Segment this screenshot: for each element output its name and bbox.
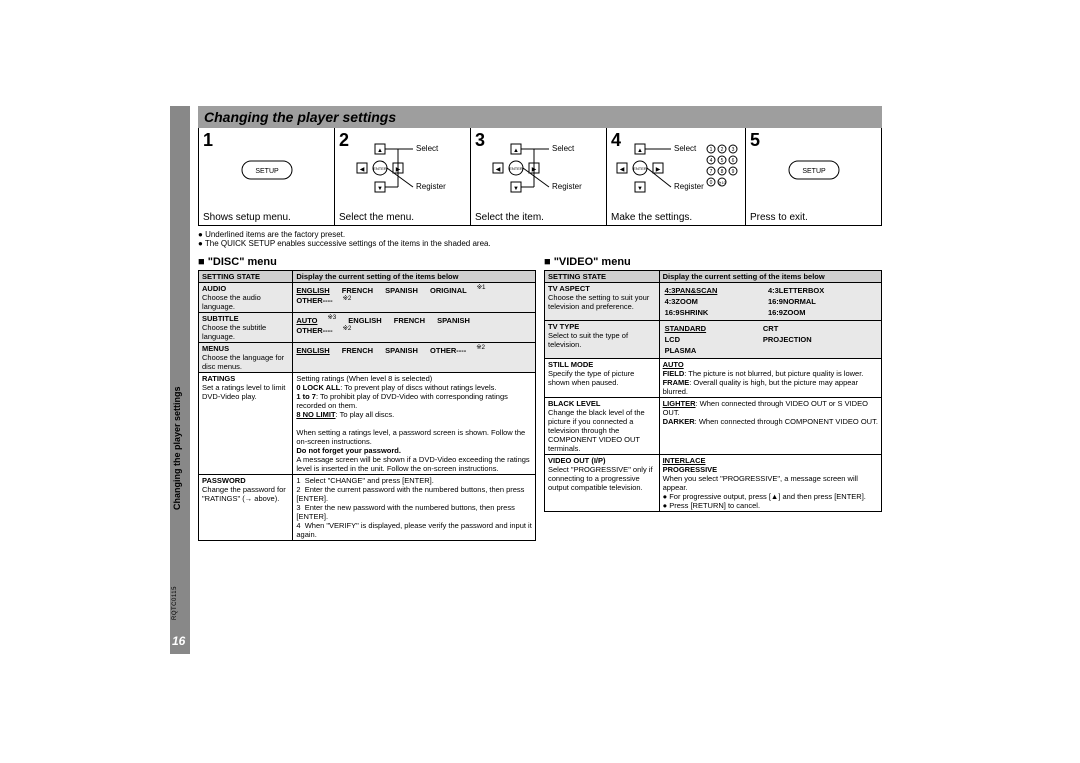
disc-settings-table: SETTING STATE Display the current settin…: [198, 270, 536, 541]
svg-text:Select: Select: [552, 144, 575, 153]
svg-text:2: 2: [721, 147, 724, 153]
svg-text:4: 4: [710, 158, 713, 164]
svg-text:ENTER: ENTER: [373, 166, 387, 171]
step-2: 2 ▲ ▼ ◀ ▶ ENTER Select Register Select t…: [335, 128, 471, 225]
svg-text:▲: ▲: [513, 148, 519, 154]
svg-text:7: 7: [710, 169, 713, 175]
video-menu-column: "VIDEO" menu SETTING STATE Display the c…: [544, 256, 882, 541]
video-settings-table: SETTING STATE Display the current settin…: [544, 270, 882, 512]
main-title: Changing the player settings: [204, 109, 396, 125]
svg-text:SETUP: SETUP: [255, 168, 279, 175]
step-num: 3: [475, 130, 485, 151]
svg-text:◀: ◀: [495, 167, 500, 173]
step-caption: Select the menu.: [339, 212, 466, 223]
step-5: 5 SETUP Press to exit.: [746, 128, 881, 225]
step-3: 3 ▲ ▼ ◀ ▶ ENTER Select Register Select t…: [471, 128, 607, 225]
svg-text:Select: Select: [674, 144, 697, 153]
setup-button-icon: SETUP: [784, 156, 844, 186]
svg-text:▶: ▶: [656, 167, 661, 173]
note-line: The QUICK SETUP enables successive setti…: [198, 239, 882, 248]
col-header: SETTING STATE: [199, 271, 293, 283]
svg-text:8: 8: [721, 169, 724, 175]
svg-text:Register: Register: [552, 182, 582, 191]
side-band: [170, 106, 190, 654]
svg-text:▼: ▼: [513, 186, 519, 192]
nav-pad-keypad-icon: ▲ ▼ ◀ ▶ ENTER Select Register 1 2 3 4 5 …: [611, 136, 741, 206]
notes: Underlined items are the factory preset.…: [198, 230, 882, 248]
svg-text:▲: ▲: [377, 148, 383, 154]
disc-menu-title: "DISC" menu: [198, 256, 536, 268]
svg-text:1: 1: [710, 147, 713, 153]
step-caption: Shows setup menu.: [203, 212, 330, 223]
video-menu-title: "VIDEO" menu: [544, 256, 882, 268]
step-caption: Select the item.: [475, 212, 602, 223]
note-line: Underlined items are the factory preset.: [198, 230, 882, 239]
svg-text:◀: ◀: [620, 167, 625, 173]
svg-text:ENTER: ENTER: [509, 166, 523, 171]
svg-text:◀: ◀: [359, 167, 364, 173]
svg-text:6: 6: [732, 158, 735, 164]
svg-text:SETUP: SETUP: [802, 168, 826, 175]
step-num: 2: [339, 130, 349, 151]
svg-text:▼: ▼: [377, 186, 383, 192]
steps-row: 1 SETUP Shows setup menu. 2 ▲ ▼ ◀ ▶ ENTE…: [198, 128, 882, 226]
svg-text:≧10: ≧10: [718, 180, 727, 185]
step-num: 1: [203, 130, 213, 151]
svg-text:Select: Select: [416, 144, 439, 153]
side-section-title: Changing the player settings: [172, 386, 182, 510]
step-caption: Make the settings.: [611, 212, 741, 223]
col-header: SETTING STATE: [545, 271, 660, 283]
setup-button-icon: SETUP: [237, 156, 297, 186]
svg-text:5: 5: [721, 158, 724, 164]
svg-text:ENTER: ENTER: [633, 166, 647, 171]
col-header: Display the current setting of the items…: [659, 271, 881, 283]
step-num: 5: [750, 130, 760, 151]
disc-menu-column: "DISC" menu SETTING STATE Display the cu…: [198, 256, 536, 541]
doc-code: RQTC0115: [172, 586, 178, 620]
step-4: 4 ▲ ▼ ◀ ▶ ENTER Select Register 1 2 3 4 …: [607, 128, 746, 225]
nav-pad-icon: ▲ ▼ ◀ ▶ ENTER Select Register: [479, 136, 599, 206]
step-num: 4: [611, 130, 621, 151]
svg-text:Register: Register: [416, 182, 446, 191]
svg-text:▼: ▼: [637, 186, 643, 192]
svg-text:9: 9: [732, 169, 735, 175]
main-title-bar: Changing the player settings: [198, 106, 882, 128]
col-header: Display the current setting of the items…: [293, 271, 536, 283]
svg-text:Register: Register: [674, 182, 704, 191]
svg-text:3: 3: [732, 147, 735, 153]
step-caption: Press to exit.: [750, 212, 877, 223]
nav-pad-icon: ▲ ▼ ◀ ▶ ENTER Select Register: [343, 136, 463, 206]
page-number: 16: [172, 634, 185, 648]
svg-text:0: 0: [710, 180, 713, 186]
svg-text:▲: ▲: [637, 148, 643, 154]
step-1: 1 SETUP Shows setup menu.: [199, 128, 335, 225]
